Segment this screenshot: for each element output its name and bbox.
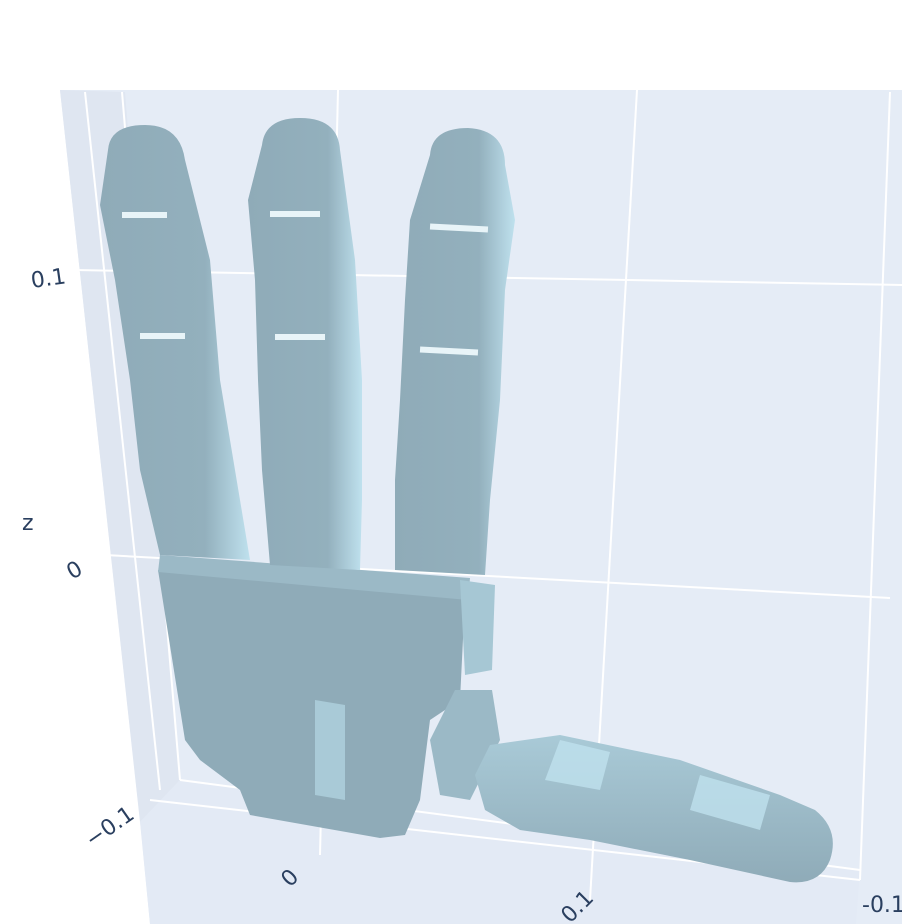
thumb-mesh (430, 690, 833, 883)
z-tick-minus-0.1: −0.1 (81, 802, 139, 853)
finger-ring-slot-2 (419, 346, 479, 356)
palm-body (158, 570, 465, 838)
palm-top-band (158, 555, 470, 600)
finger-ring-slot-1 (429, 223, 489, 233)
thumb-highlight (545, 740, 610, 790)
finger-ring (395, 128, 515, 575)
finger-index-slot-2 (140, 333, 185, 339)
finger-middle-slot-1 (270, 211, 320, 217)
z-tick-0: 0 (63, 557, 88, 586)
palm-side (460, 580, 495, 675)
z-tick-0.1: 0.1 (29, 264, 67, 294)
y-tick-minus-0.1: -0.1 (862, 893, 902, 918)
left-wall (60, 90, 180, 822)
finger-index-slot-1 (122, 212, 167, 218)
thumb-highlight-2 (690, 775, 770, 830)
z-axis-title: z (22, 511, 34, 536)
finger-middle (248, 118, 362, 570)
finger-middle-shape (248, 118, 362, 570)
palm-notch (315, 700, 345, 800)
finger-index (100, 125, 250, 560)
finger-middle-slot-2 (275, 334, 325, 340)
finger-index-shape (100, 125, 250, 560)
palm-mesh (158, 555, 495, 838)
